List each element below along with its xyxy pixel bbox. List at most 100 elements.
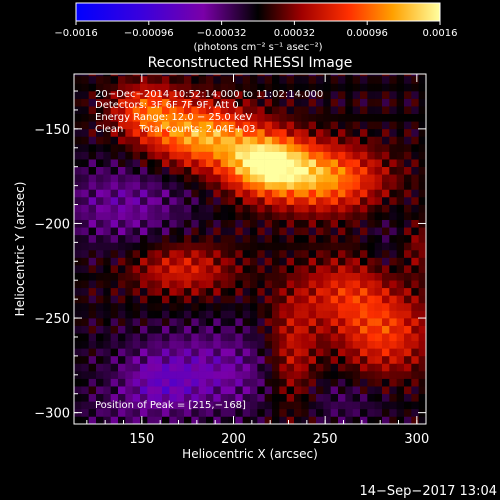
heatmap-cell [294,136,302,145]
heatmap-cell [382,310,390,319]
heatmap-cell [272,181,280,190]
heatmap-cell [338,98,346,107]
heatmap-cell [264,295,273,304]
heatmap-cell [352,272,361,281]
heatmap-cell [169,325,177,334]
heatmap-cell [250,310,258,319]
heatmap-cell [323,189,331,198]
colorbar [75,2,441,22]
heatmap-cell [228,416,236,424]
heatmap-cell [257,257,265,266]
heatmap-cell [308,355,317,364]
heatmap-cell [154,174,163,183]
heatmap-cell [81,219,89,228]
heatmap-cell [330,136,339,145]
heatmap-cell [308,144,317,152]
heatmap-cell [250,249,258,258]
heatmap-cell [404,272,412,281]
heatmap-cell [286,204,295,213]
heatmap-cell [418,257,426,266]
heatmap-cell [140,333,148,342]
heatmap-cell [418,98,426,107]
heatmap-cell [294,325,302,334]
heatmap-cell [96,333,104,342]
heatmap-cell [198,355,207,364]
heatmap-cell [294,280,302,289]
heatmap-cell [206,121,214,130]
heatmap-cell [330,166,339,175]
heatmap-cell [103,386,111,395]
heatmap-cell [389,401,397,410]
heatmap-cell [176,98,185,107]
heatmap-cell [140,272,148,281]
heatmap-cell [264,272,273,281]
heatmap-cell [169,318,177,326]
heatmap-cell [323,287,331,296]
heatmap-cell [118,363,126,372]
heatmap-cell [352,74,361,77]
heatmap-cell [257,83,265,92]
heatmap-cell [286,386,295,395]
heatmap-cell [162,91,170,99]
heatmap-cell [132,74,141,77]
info-detectors: Detectors: 3F 6F 7F 9F, Att 0 [95,100,239,111]
heatmap-cell [360,234,368,243]
heatmap-cell [162,121,170,130]
colorbar-tick-label: −0.0016 [54,28,97,39]
heatmap-cell [162,181,170,190]
heatmap-cell [272,340,280,349]
heatmap-cell [103,242,111,251]
heatmap-cell [176,121,185,130]
heatmap-cell [338,196,346,205]
heatmap-cell [382,302,390,311]
heatmap-cell [235,151,243,160]
heatmap-cell [191,280,199,289]
heatmap-cell [374,242,383,251]
heatmap-cell [352,91,361,99]
heatmap-cell [154,257,163,266]
heatmap-cell [367,408,375,417]
heatmap-cell [338,408,346,417]
heatmap-cell [382,272,390,281]
heatmap-cell [352,401,361,410]
heatmap-cell [220,265,229,273]
heatmap-cell [96,363,104,372]
heatmap-cell [374,189,383,198]
heatmap-cell [389,219,397,228]
heatmap-cell [330,75,339,84]
heatmap-cell [396,257,405,266]
heatmap-cell [162,416,170,424]
heatmap-cell [147,287,155,296]
heatmap-cell [411,280,419,289]
heatmap-cell [323,378,331,387]
heatmap-cell [250,159,258,168]
heatmap-cell [235,249,243,258]
heatmap-cell [411,393,419,402]
heatmap-cell [169,159,177,168]
heatmap-cell [220,74,229,77]
heatmap-cell [338,75,346,84]
heatmap-cell [367,98,375,107]
heatmap-cell [396,128,405,137]
heatmap-cell [301,333,309,342]
heatmap-cell [81,121,89,130]
heatmap-cell [103,302,111,311]
heatmap-cell [411,166,419,175]
heatmap-cell [147,212,155,220]
heatmap-cell [103,98,111,107]
heatmap-cell [169,280,177,289]
heatmap-cell [330,355,339,364]
heatmap-cell [418,121,426,130]
heatmap-cell [352,242,361,251]
heatmap-cell [418,83,426,92]
heatmap-cell [338,91,346,99]
heatmap-cell [316,227,324,236]
heatmap-cell [176,113,185,122]
heatmap-cell [213,106,221,115]
heatmap-cell [367,242,375,251]
heatmap-cell [308,189,317,198]
heatmap-cell [404,280,412,289]
heatmap-cell [147,265,155,273]
heatmap-cell [294,128,302,137]
heatmap-cell [154,98,163,107]
